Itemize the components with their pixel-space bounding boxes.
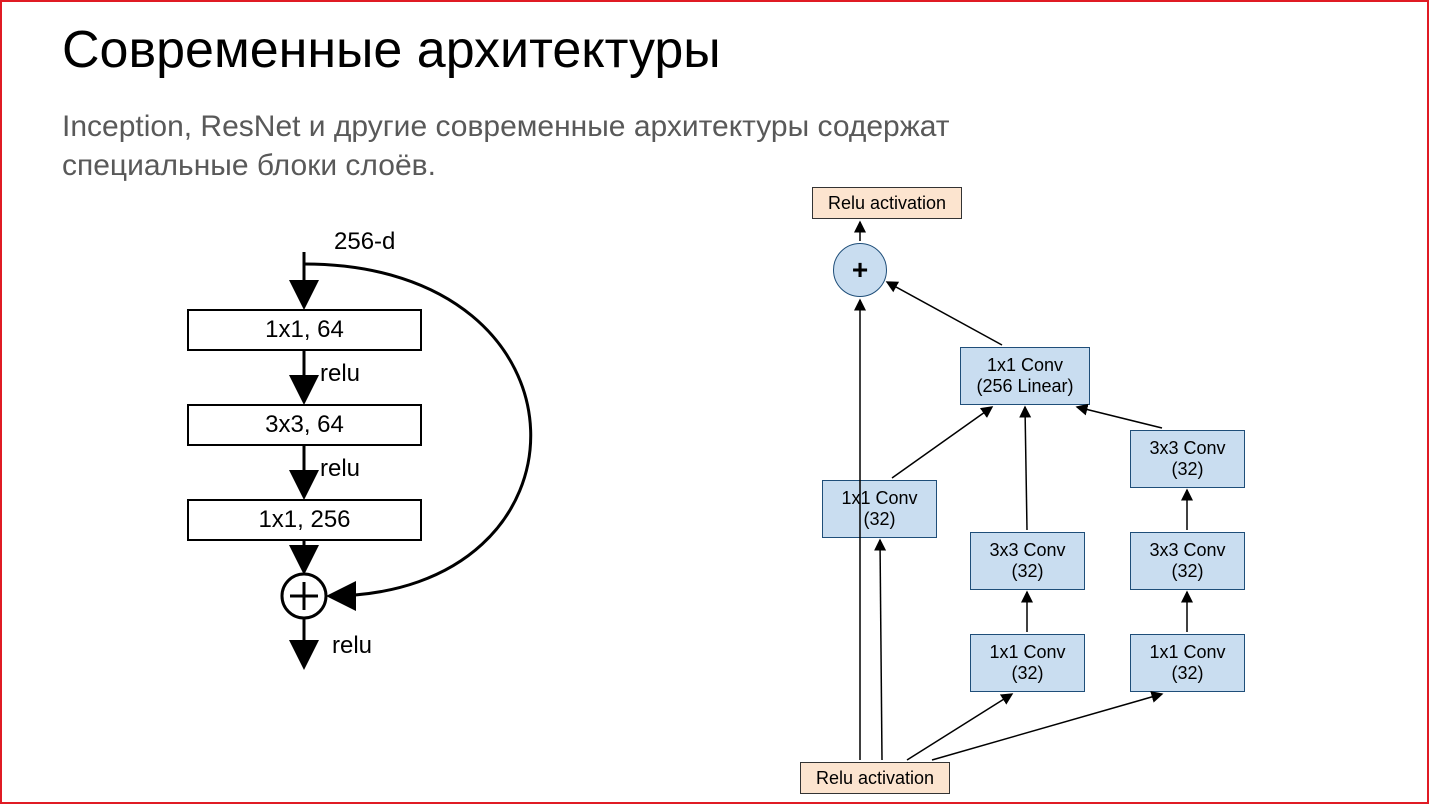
- inception-merge-l1: 1x1 Conv: [987, 355, 1063, 376]
- inception-c2-bot-l2: (32): [1011, 663, 1043, 684]
- inception-c3-bot-l2: (32): [1171, 663, 1203, 684]
- inception-c1-l1: 1x1 Conv: [841, 488, 917, 509]
- resnet-box-3: 1x1, 256: [187, 499, 422, 541]
- slide-title: Современные архитектуры: [62, 20, 721, 80]
- resnet-box-2: 3x3, 64: [187, 404, 422, 446]
- inception-c2-top-l1: 3x3 Conv: [989, 540, 1065, 561]
- inception-relu-bottom: Relu activation: [800, 762, 950, 794]
- inception-relu-top: Relu activation: [812, 187, 962, 219]
- inception-c3-top: 3x3 Conv (32): [1130, 430, 1245, 488]
- inception-c1-box: 1x1 Conv (32): [822, 480, 937, 538]
- inception-c1-l2: (32): [863, 509, 895, 530]
- inception-c3-mid-l1: 3x3 Conv: [1149, 540, 1225, 561]
- inception-c3-top-l2: (32): [1171, 459, 1203, 480]
- slide-subtitle: Inception, ResNet и другие современные а…: [62, 107, 962, 185]
- inception-c3-mid-l2: (32): [1171, 561, 1203, 582]
- resnet-relu-2: relu: [320, 455, 360, 483]
- resnet-relu-3: relu: [332, 632, 372, 660]
- inception-merge-l2: (256 Linear): [976, 376, 1073, 397]
- inception-c2-bottom: 1x1 Conv (32): [970, 634, 1085, 692]
- inception-c2-top: 3x3 Conv (32): [970, 532, 1085, 590]
- inception-c2-top-l2: (32): [1011, 561, 1043, 582]
- inception-merge-box: 1x1 Conv (256 Linear): [960, 347, 1090, 405]
- inception-c3-bottom: 1x1 Conv (32): [1130, 634, 1245, 692]
- inception-c3-mid: 3x3 Conv (32): [1130, 532, 1245, 590]
- inception-c2-bot-l1: 1x1 Conv: [989, 642, 1065, 663]
- resnet-input-label: 256-d: [334, 228, 395, 256]
- resnet-box-1: 1x1, 64: [187, 309, 422, 351]
- inception-c3-bot-l1: 1x1 Conv: [1149, 642, 1225, 663]
- inception-plus-icon: +: [833, 243, 887, 297]
- resnet-relu-1: relu: [320, 360, 360, 388]
- inception-c3-top-l1: 3x3 Conv: [1149, 438, 1225, 459]
